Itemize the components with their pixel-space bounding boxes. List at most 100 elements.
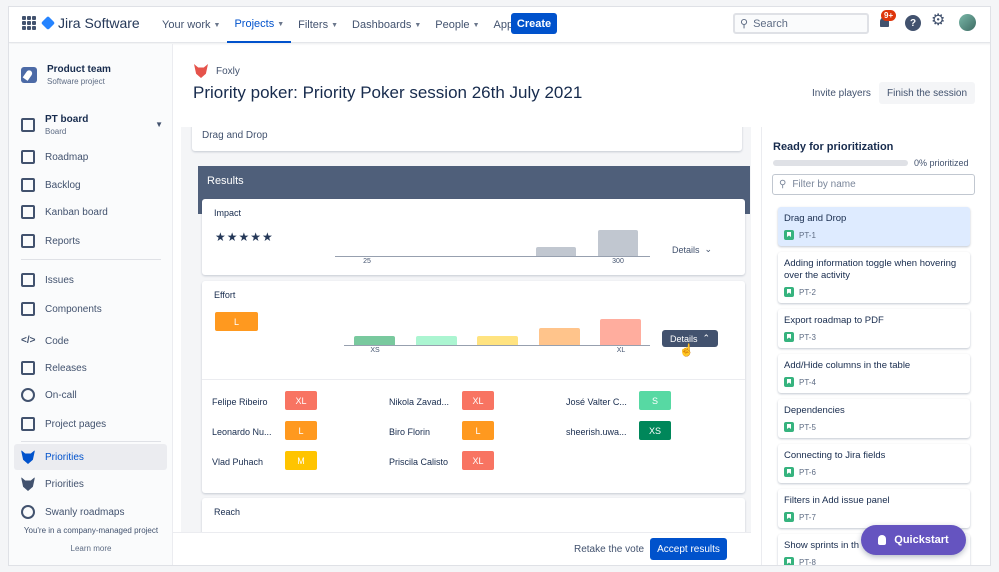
app-name: Foxly: [216, 65, 240, 77]
filter-input[interactable]: ⚲ Filter by name: [772, 174, 975, 195]
issue-card[interactable]: Filters in Add issue panel PT-7: [778, 489, 970, 528]
sidebar-item-on-call[interactable]: On-call: [14, 382, 167, 408]
app-breadcrumb: Foxly: [194, 64, 240, 78]
create-button[interactable]: Create: [511, 13, 557, 34]
vote-badge: XL: [285, 391, 317, 410]
effort-tick-label: XS: [370, 347, 380, 354]
chevron-down-icon: ▼: [414, 21, 422, 29]
sidebar-item-releases[interactable]: Releases: [14, 355, 167, 381]
learn-more-link[interactable]: Learn more: [70, 544, 112, 553]
project-header[interactable]: Product team Software project: [21, 64, 111, 86]
impact-details-button[interactable]: Details ⌄: [672, 244, 713, 255]
kanban-icon: [21, 205, 35, 219]
effort-tick-label: XL: [616, 347, 626, 354]
vote-badge: L: [285, 421, 317, 440]
effort-panel: Effort L XS XL Details ⌃ Felipe Ribeiro X…: [202, 281, 745, 493]
issue-title: Dependencies: [784, 405, 845, 416]
board-selector[interactable]: PT board Board ▼: [21, 114, 163, 136]
sidebar-item-components[interactable]: Components: [14, 296, 167, 322]
nav-dashboards[interactable]: Dashboards ▼: [352, 19, 422, 31]
issue-key: PT-8: [799, 557, 816, 566]
effort-label: Effort: [214, 290, 236, 300]
issue-card[interactable]: Dependencies PT-5: [778, 399, 970, 438]
issue-card[interactable]: Connecting to Jira fields PT-6: [778, 444, 970, 483]
impact-tick-label: 25: [363, 258, 371, 265]
issue-key: PT-4: [799, 377, 816, 387]
issue-key: PT-2: [799, 287, 816, 297]
issue-key: PT-7: [799, 512, 816, 522]
chevron-down-icon: ▼: [472, 21, 480, 29]
nav-people[interactable]: People ▼: [435, 19, 480, 31]
sidebar-item-priorities-selected[interactable]: Priorities: [14, 444, 167, 470]
effort-bar-m: [477, 336, 518, 345]
sidebar-item-issues[interactable]: Issues: [14, 267, 167, 293]
primary-nav: Your work ▼ Projects ▼ Filters ▼ Dashboards…: [155, 7, 536, 43]
board-name: PT board: [45, 114, 89, 125]
progress-label: 0% prioritized: [914, 158, 969, 168]
lightbulb-icon: [878, 535, 887, 545]
finish-session-button[interactable]: Finish the session: [879, 82, 976, 104]
search-placeholder: Search: [753, 17, 788, 30]
user-avatar[interactable]: [959, 14, 976, 31]
project-sidebar: Product team Software project PT board B…: [9, 44, 173, 565]
accept-results-button[interactable]: Accept results: [650, 538, 727, 560]
search-icon: ⚲: [779, 179, 787, 190]
retake-vote-button[interactable]: Retake the vote: [574, 544, 645, 555]
sidebar-item-project-pages[interactable]: Project pages: [14, 411, 167, 437]
app-window: Jira Software Your work ▼ Projects ▼ Filte…: [8, 6, 991, 566]
nav-your-work[interactable]: Your work ▼: [162, 19, 221, 31]
logo-text: Jira Software: [58, 15, 140, 31]
impact-bar: [598, 230, 638, 256]
issue-card[interactable]: Add/Hide columns in the table PT-4: [778, 354, 970, 393]
app-switcher-icon[interactable]: [22, 16, 36, 30]
story-icon: [784, 377, 794, 387]
board-icon: [21, 118, 35, 132]
code-icon: </>: [21, 335, 36, 346]
quickstart-button[interactable]: Quickstart: [861, 525, 966, 555]
help-icon[interactable]: ?: [905, 15, 921, 31]
jira-logo[interactable]: Jira Software: [40, 15, 140, 31]
vote-badge: S: [639, 391, 671, 410]
issue-card[interactable]: Adding information toggle when hovering …: [778, 252, 970, 303]
story-icon: [784, 332, 794, 342]
sidebar-item-priorities[interactable]: Priorities: [14, 471, 167, 497]
nav-filters[interactable]: Filters ▼: [298, 19, 339, 31]
effort-details-button[interactable]: Details ⌃: [662, 330, 719, 347]
project-type-note: You're in a company-managed project: [23, 526, 159, 535]
swan-icon: [21, 505, 35, 519]
story-icon: [784, 512, 794, 522]
voter-name: sheerish.uwa...: [566, 427, 627, 437]
fox-icon: [21, 450, 35, 464]
impact-bar: [536, 247, 576, 256]
issue-key: PT-5: [799, 422, 816, 432]
issue-card[interactable]: Export roadmap to PDF PT-3: [778, 309, 970, 348]
notifications-icon[interactable]: [877, 15, 893, 31]
voter-name: Biro Florin: [389, 427, 431, 437]
sidebar-item-backlog[interactable]: Backlog: [14, 172, 167, 198]
sidebar-item-reports[interactable]: Reports: [14, 228, 167, 254]
search-input[interactable]: ⚲ Search: [733, 13, 869, 34]
sidebar-item-swanly-roadmaps[interactable]: Swanly roadmaps: [14, 499, 167, 525]
sidebar-item-kanban-board[interactable]: Kanban board: [14, 199, 167, 225]
story-icon: [784, 230, 794, 240]
foxly-logo-icon: [194, 64, 208, 78]
story-icon: [784, 287, 794, 297]
sidebar-item-code[interactable]: </> Code: [21, 335, 69, 347]
issue-title: Adding information toggle when hovering …: [784, 258, 957, 281]
sidebar-item-roadmap[interactable]: Roadmap: [14, 144, 167, 170]
progress-bar: [773, 160, 908, 166]
issue-key: PT-3: [799, 332, 816, 342]
effort-bar-xs: [354, 336, 395, 345]
issue-key: PT-6: [799, 467, 816, 477]
page-title: Priority poker: Priority Poker session 2…: [193, 83, 583, 102]
voter-name: Vlad Puhach: [212, 457, 264, 467]
settings-gear-icon[interactable]: ⚙: [931, 12, 946, 29]
issue-title: Add/Hide columns in the table: [784, 360, 911, 371]
nav-projects[interactable]: Projects ▼: [227, 7, 292, 43]
chevron-down-icon: ▼: [155, 120, 163, 129]
project-type: Software project: [47, 77, 105, 86]
voter-name: Nikola Zavad...: [389, 397, 450, 407]
issues-icon: [21, 273, 35, 287]
issue-card[interactable]: Drag and Drop PT-1: [778, 207, 970, 246]
invite-players-button[interactable]: Invite players: [812, 87, 871, 99]
